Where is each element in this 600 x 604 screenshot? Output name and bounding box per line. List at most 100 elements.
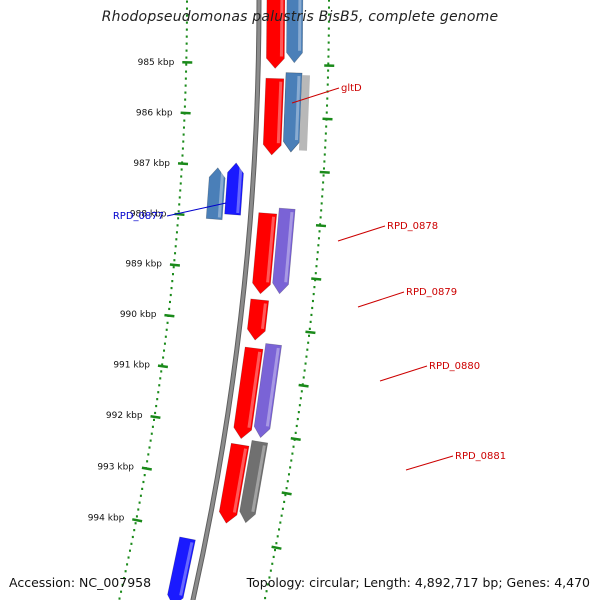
inner-major-tick — [178, 163, 188, 164]
outer-ring-dot — [273, 556, 275, 558]
inner-ring-dot — [137, 508, 139, 510]
outer-major-tick — [305, 332, 315, 333]
inner-ring-dot — [154, 412, 156, 414]
outer-ring-dot — [325, 139, 327, 141]
inner-ring-dot — [165, 336, 167, 338]
inner-ring-dot — [159, 377, 161, 379]
outer-ring-dot — [327, 55, 329, 57]
outer-major-tick — [311, 279, 321, 280]
outer-ring-dot — [313, 286, 315, 288]
outer-ring-dot — [312, 300, 314, 302]
outer-ring-dot — [275, 542, 277, 544]
genome-stats-text: Topology: circular; Length: 4,892,717 bp… — [247, 575, 590, 590]
outer-ring-dot — [326, 97, 328, 99]
outer-ring-dot — [266, 590, 268, 592]
outer-ring-dot — [327, 76, 329, 78]
inner-ring-dot — [186, 43, 188, 45]
inner-ring-dot — [132, 536, 134, 538]
inner-ring-dot — [171, 287, 173, 289]
inner-ring-dot — [186, 36, 188, 38]
outer-ring-dot — [313, 293, 315, 295]
inner-ring-dot — [180, 182, 182, 184]
inner-ring-dot — [185, 71, 187, 73]
outer-ring-dot — [307, 342, 309, 344]
inner-ring-dot — [184, 99, 186, 101]
inner-ring-dot — [160, 370, 162, 372]
gene-label-rpd-0878[interactable]: RPD_0878 — [387, 221, 438, 232]
inner-ring-dot — [179, 189, 181, 191]
inner-ring-dot — [135, 522, 137, 524]
outer-ring-dot — [322, 181, 324, 183]
gene-arrow-RPD-0877[interactable] — [225, 163, 244, 215]
inner-ring-dot — [173, 259, 175, 261]
outer-ring-dot — [308, 335, 310, 337]
gene-label-rpd-0877[interactable]: RPD_0877 — [113, 211, 164, 222]
kbp-tick-label: 991 kbp — [113, 361, 150, 371]
outer-ring-dot — [324, 146, 326, 148]
gene-arrow-gltD-b[interactable] — [283, 73, 302, 152]
outer-ring-dot — [315, 272, 317, 274]
inner-tick-ring — [119, 0, 193, 600]
inner-ring-dot — [172, 273, 174, 275]
outer-ring-dot — [323, 167, 325, 169]
outer-ring-dot — [301, 390, 303, 392]
outer-ring-dot — [289, 466, 291, 468]
outer-ring-dot — [328, 0, 330, 2]
gene-label-gltd[interactable]: gltD — [341, 83, 362, 94]
kbp-tick-label: 990 kbp — [120, 310, 157, 320]
inner-major-tick — [142, 468, 152, 470]
inner-ring-dot — [180, 175, 182, 177]
gene-arrow-995[interactable] — [168, 537, 196, 600]
gene-label-rpd-0880[interactable]: RPD_0880 — [429, 361, 480, 372]
inner-ring-dot — [167, 322, 169, 324]
gene-arrow-gltD[interactable] — [263, 78, 284, 155]
outer-major-tick — [299, 385, 309, 386]
inner-ring-dot — [130, 543, 132, 545]
inner-ring-dot — [120, 591, 122, 593]
outer-ring-dot — [310, 321, 312, 323]
inner-ring-dot — [151, 433, 153, 435]
inner-ring-dot — [184, 105, 186, 107]
gene-label-leader — [338, 226, 385, 241]
gene-label-leader — [380, 366, 427, 381]
inner-ring-dot — [162, 356, 164, 358]
inner-ring-dot — [186, 50, 188, 52]
inner-ring-dot — [177, 224, 179, 226]
inner-ring-dot — [178, 210, 180, 212]
inner-ring-dot — [182, 154, 184, 156]
outer-ring-dot — [278, 528, 280, 530]
inner-ring-dot — [171, 280, 173, 282]
gene-arrow-RPD-0877-b[interactable] — [206, 168, 225, 220]
inner-ring-dot — [185, 57, 187, 59]
inner-ring-dot — [175, 245, 177, 247]
gene-arrow-RPD-0879[interactable] — [247, 299, 268, 340]
gene-label-rpd-0879[interactable]: RPD_0879 — [406, 287, 457, 298]
outer-ring-dot — [305, 356, 307, 358]
inner-ring-dot — [173, 266, 175, 268]
inner-ring-dot — [141, 488, 143, 490]
outer-ring-dot — [328, 41, 330, 43]
outer-major-tick — [316, 225, 326, 226]
outer-ring-dot — [324, 153, 326, 155]
outer-ring-dot — [288, 473, 290, 475]
outer-ring-dot — [281, 515, 283, 517]
inner-ring-dot — [182, 147, 184, 149]
outer-ring-dot — [325, 132, 327, 134]
outer-ring-dot — [283, 501, 285, 503]
outer-ring-dot — [304, 369, 306, 371]
outer-ring-dot — [309, 328, 311, 330]
accession-text: Accession: NC_007958 — [9, 575, 151, 590]
gene-label-rpd-0881[interactable]: RPD_0881 — [455, 451, 506, 462]
outer-major-tick — [320, 172, 330, 173]
inner-major-tick — [151, 416, 161, 418]
inner-ring-dot — [174, 252, 176, 254]
outer-ring-dot — [328, 34, 330, 36]
outer-ring-dot — [322, 188, 324, 190]
outer-ring-dot — [320, 216, 322, 218]
outer-ring-dot — [300, 397, 302, 399]
inner-ring-dot — [164, 343, 166, 345]
kbp-tick-label: 986 kbp — [136, 109, 173, 119]
inner-ring-dot — [144, 474, 146, 476]
outer-ring-dot — [287, 480, 289, 482]
